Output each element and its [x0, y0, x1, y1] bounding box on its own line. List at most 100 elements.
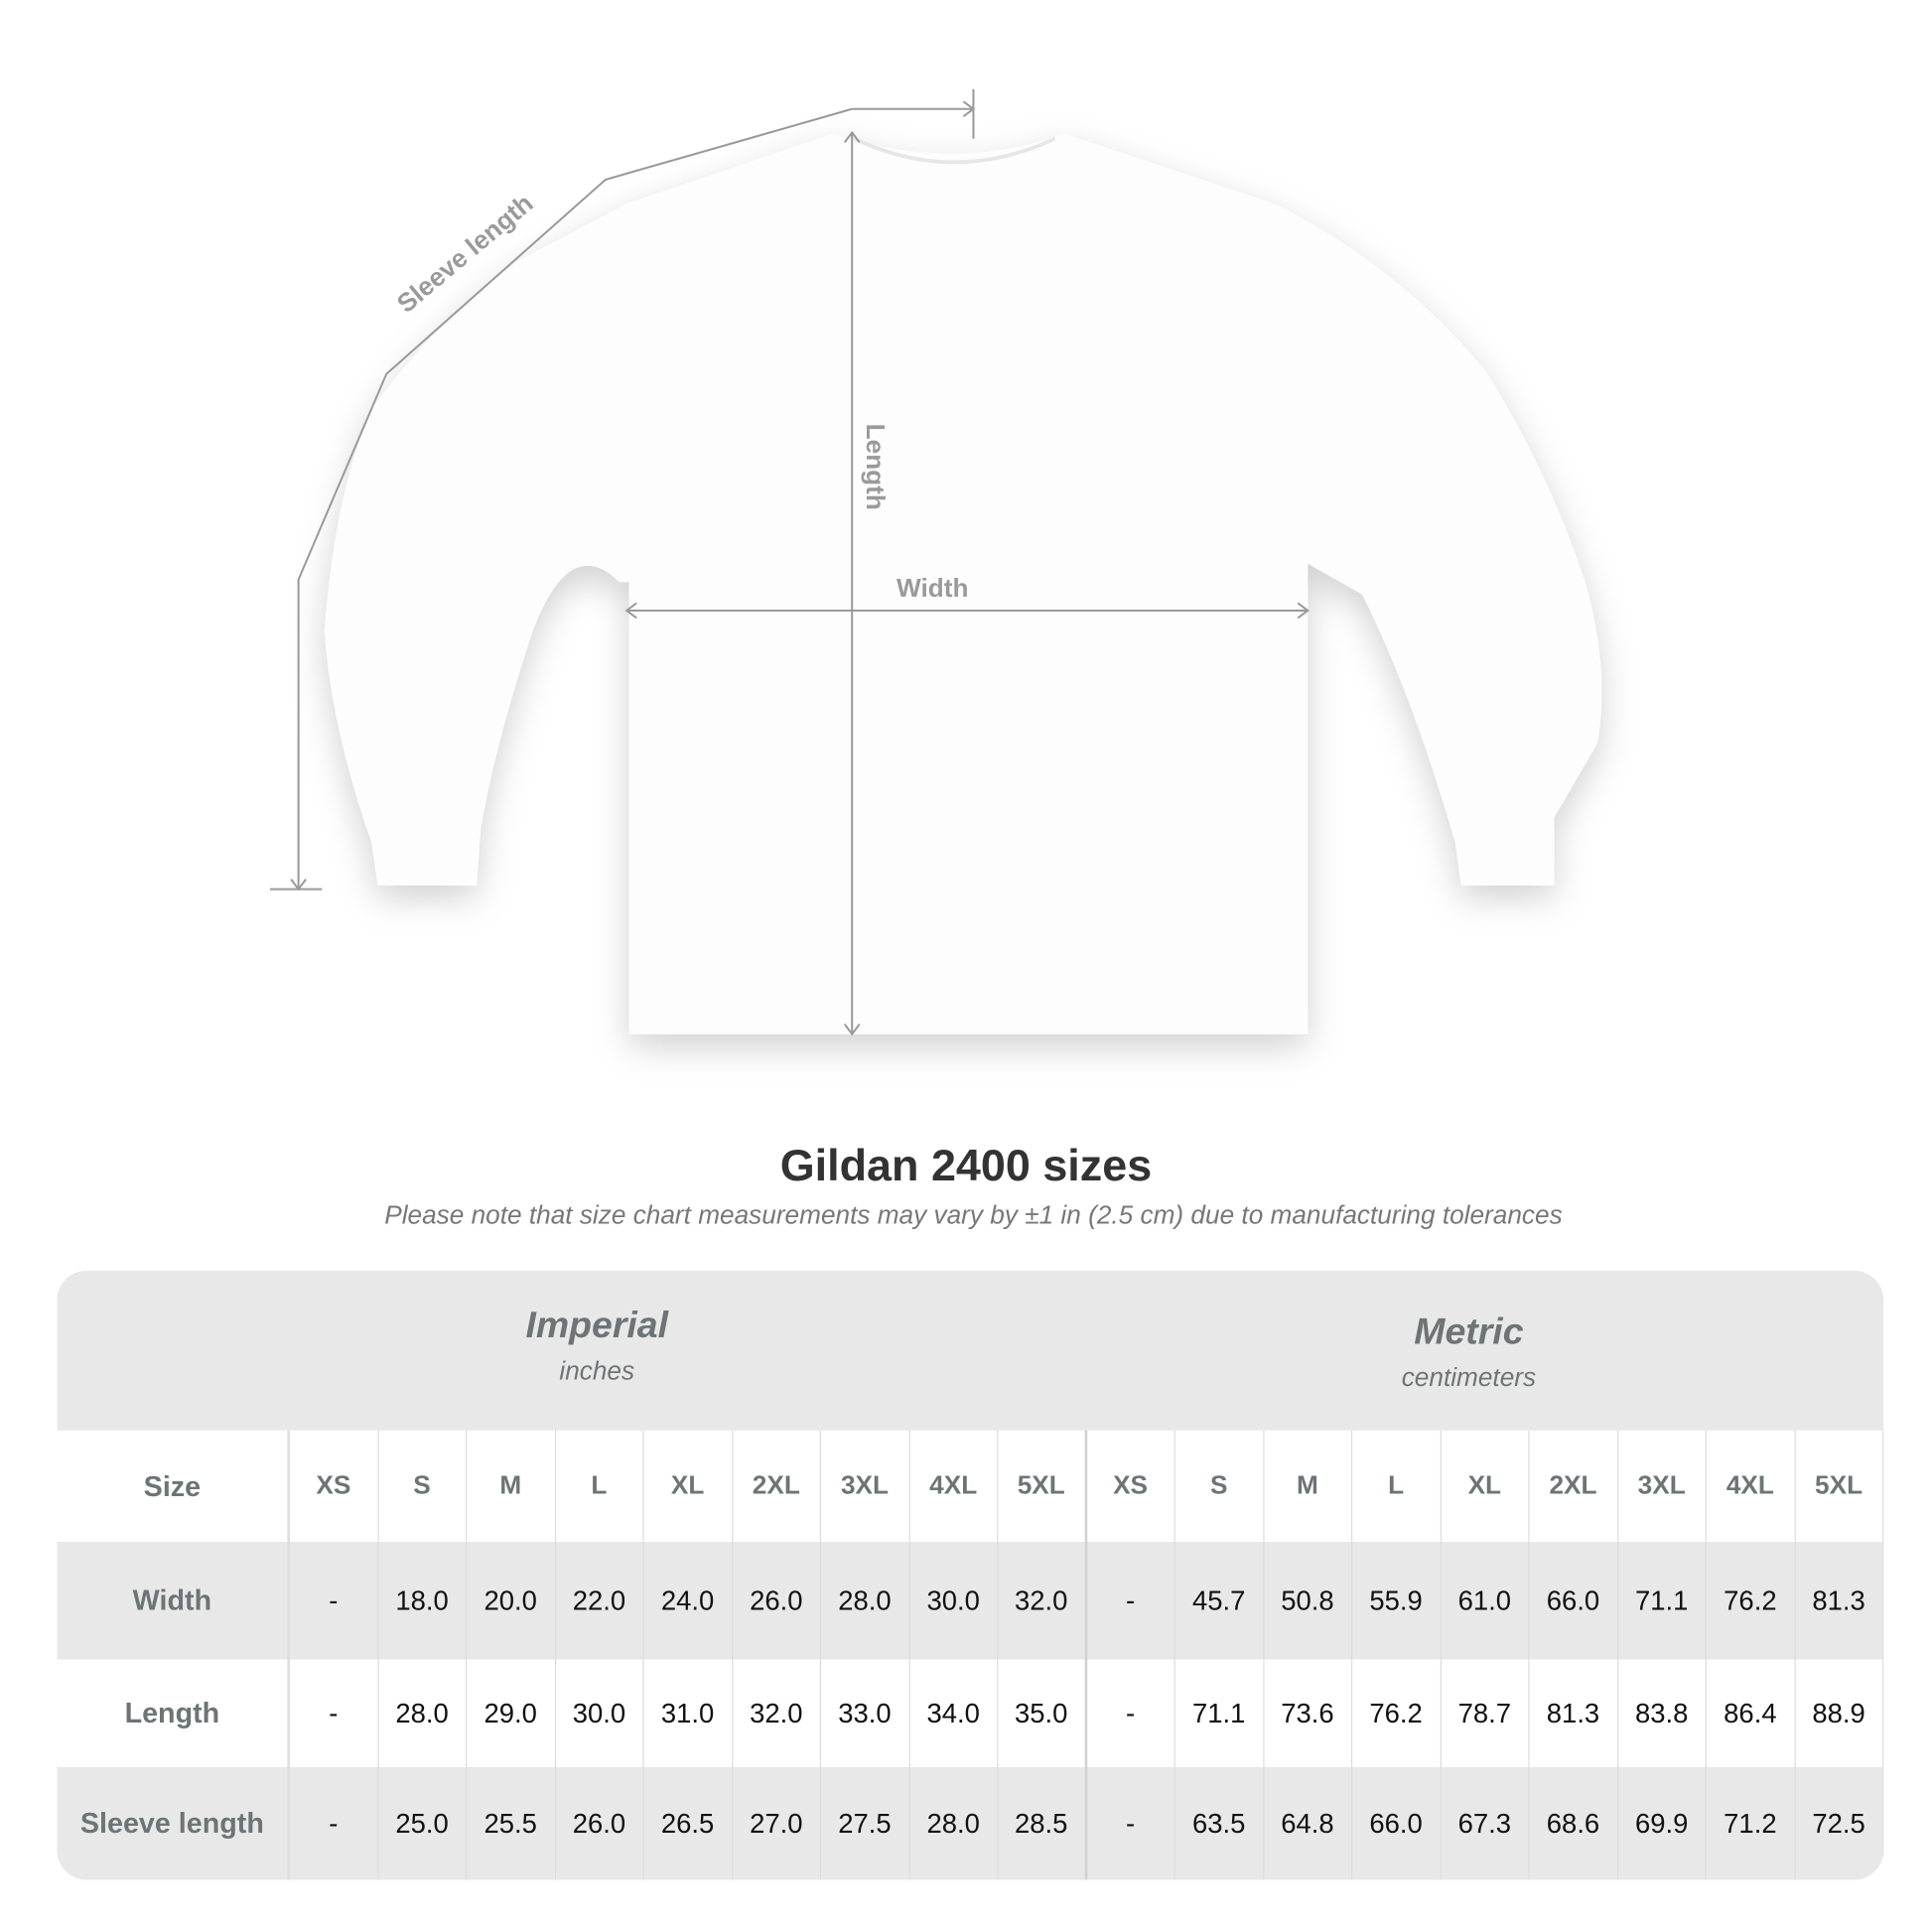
table-cell: 28.5: [998, 1767, 1087, 1880]
metric-title: Metric: [1414, 1311, 1524, 1353]
size-header-cell: 4XL: [1707, 1430, 1796, 1543]
table-cell: 28.0: [378, 1659, 468, 1768]
table-cell: 28.0: [821, 1542, 910, 1660]
table-cell: 30.0: [555, 1659, 644, 1768]
table-cell: 76.2: [1707, 1542, 1796, 1660]
table-cell: -: [290, 1659, 379, 1768]
size-header-cell: S: [1175, 1430, 1264, 1543]
row-label: Width: [57, 1542, 290, 1660]
arrow-head: [290, 879, 307, 892]
sleeve-measure-line: [297, 107, 853, 890]
table-cell: 66.0: [1530, 1542, 1618, 1660]
table-cell: 72.5: [1795, 1767, 1884, 1880]
tolerance-note: Please note that size chart measurements…: [384, 1200, 1563, 1230]
size-header-cell: 5XL: [1795, 1430, 1884, 1543]
size-header-cell: XL: [1441, 1430, 1530, 1543]
table-cell: 69.9: [1618, 1767, 1707, 1880]
table-cell: 66.0: [1352, 1767, 1442, 1880]
table-cell: 73.6: [1264, 1659, 1353, 1768]
table-cell: 34.0: [909, 1659, 999, 1768]
table-cell: 71.1: [1618, 1542, 1707, 1660]
size-header-cell: 3XL: [1618, 1430, 1707, 1543]
table-row: Length -28.0 29.0 30.0 31.0 32.0 33.0 34.0 35.0-…: [57, 1659, 1884, 1768]
size-row: Size XS S M L XL 2XL 3XL 4XL 5XL XS S M L XL 2XL 3XL 4XL…: [57, 1430, 1884, 1543]
table-cell: 67.3: [1441, 1767, 1530, 1880]
arrow-head: [843, 1024, 861, 1036]
table-cell: 88.9: [1795, 1659, 1884, 1768]
table-cell: 61.0: [1441, 1542, 1530, 1660]
table-cell: 71.2: [1707, 1767, 1796, 1880]
table-cell: 31.0: [644, 1659, 733, 1768]
table-cell: 83.8: [1618, 1659, 1707, 1768]
table-cell: -: [290, 1767, 379, 1880]
table-cell: 71.1: [1175, 1659, 1264, 1768]
row-label: Sleeve length: [57, 1767, 290, 1880]
table-cell: 25.0: [378, 1767, 468, 1880]
size-header-cell: M: [1264, 1430, 1353, 1543]
table-cell: 28.0: [909, 1767, 999, 1880]
size-header-cell: 2XL: [733, 1430, 822, 1543]
table-cell: 30.0: [909, 1542, 999, 1660]
table-cell: 27.0: [733, 1767, 822, 1880]
table-cell: -: [1087, 1659, 1175, 1768]
arrow-head: [1297, 602, 1310, 620]
table-cell: 45.7: [1175, 1542, 1264, 1660]
size-header-cell: 5XL: [998, 1430, 1087, 1543]
arrow-head: [843, 130, 861, 144]
table-cell: 32.0: [733, 1659, 822, 1768]
size-header-cell: S: [378, 1430, 468, 1543]
table-row: Width -18.0 20.0 22.0 24.0 26.0 28.0 30.0 32.0-4…: [57, 1542, 1884, 1660]
size-header-cell: 3XL: [821, 1430, 910, 1543]
measurement-lines: [269, 88, 1310, 1036]
table-cell: -: [290, 1542, 379, 1660]
size-header-cell: 2XL: [1530, 1430, 1618, 1543]
table-cell: 81.3: [1530, 1659, 1618, 1768]
size-header-cell: L: [1352, 1430, 1442, 1543]
table-cell: 24.0: [644, 1542, 733, 1660]
size-table: Imperial inches Metric centimeters Size …: [57, 1270, 1884, 1880]
table-cell: 50.8: [1264, 1542, 1353, 1660]
size-header-cell: XS: [290, 1430, 379, 1543]
table-cell: 68.6: [1530, 1767, 1618, 1880]
row-label: Length: [57, 1659, 290, 1768]
table-cell: 26.0: [555, 1767, 644, 1880]
table-cell: 25.5: [467, 1767, 556, 1880]
table-cell: 63.5: [1175, 1767, 1264, 1880]
row-label: Size: [57, 1430, 290, 1543]
shirt-diagram: Sleeve length Length Width: [269, 88, 1602, 1036]
table-cell: 35.0: [998, 1659, 1087, 1768]
collar: [853, 137, 1056, 165]
table-cell: -: [1087, 1542, 1175, 1660]
size-header-cell: XL: [644, 1430, 733, 1543]
imperial-title: Imperial: [525, 1305, 669, 1346]
arrow-head: [624, 602, 637, 620]
shirt-illustration: [324, 133, 1602, 1035]
table-header: Imperial inches Metric centimeters: [57, 1270, 1884, 1431]
table-cell: 26.5: [644, 1767, 733, 1880]
metric-unit: centimeters: [1401, 1363, 1537, 1393]
table-cell: 81.3: [1795, 1542, 1884, 1660]
table-cell: 86.4: [1707, 1659, 1796, 1768]
table-cell: 78.7: [1441, 1659, 1530, 1768]
table-cell: 76.2: [1352, 1659, 1442, 1768]
table-cell: 29.0: [467, 1659, 556, 1768]
table-cell: 33.0: [821, 1659, 910, 1768]
table-cell: 26.0: [733, 1542, 822, 1660]
arrow-head: [962, 100, 976, 118]
imperial-unit: inches: [559, 1357, 635, 1386]
table-cell: 20.0: [467, 1542, 556, 1660]
page-title: Gildan 2400 sizes: [779, 1139, 1153, 1190]
size-header-cell: XS: [1087, 1430, 1175, 1543]
table-cell: 32.0: [998, 1542, 1087, 1660]
table-cell: 55.9: [1352, 1542, 1442, 1660]
imperial-header: Imperial inches: [411, 1306, 782, 1387]
size-header-cell: L: [555, 1430, 644, 1543]
size-header-cell: M: [467, 1430, 556, 1543]
length-label: Length: [861, 424, 891, 510]
table-cell: 27.5: [821, 1767, 910, 1880]
metric-header: Metric centimeters: [1283, 1311, 1654, 1393]
size-header-cell: 4XL: [909, 1430, 999, 1543]
table-cell: 18.0: [378, 1542, 468, 1660]
width-label: Width: [897, 573, 968, 603]
